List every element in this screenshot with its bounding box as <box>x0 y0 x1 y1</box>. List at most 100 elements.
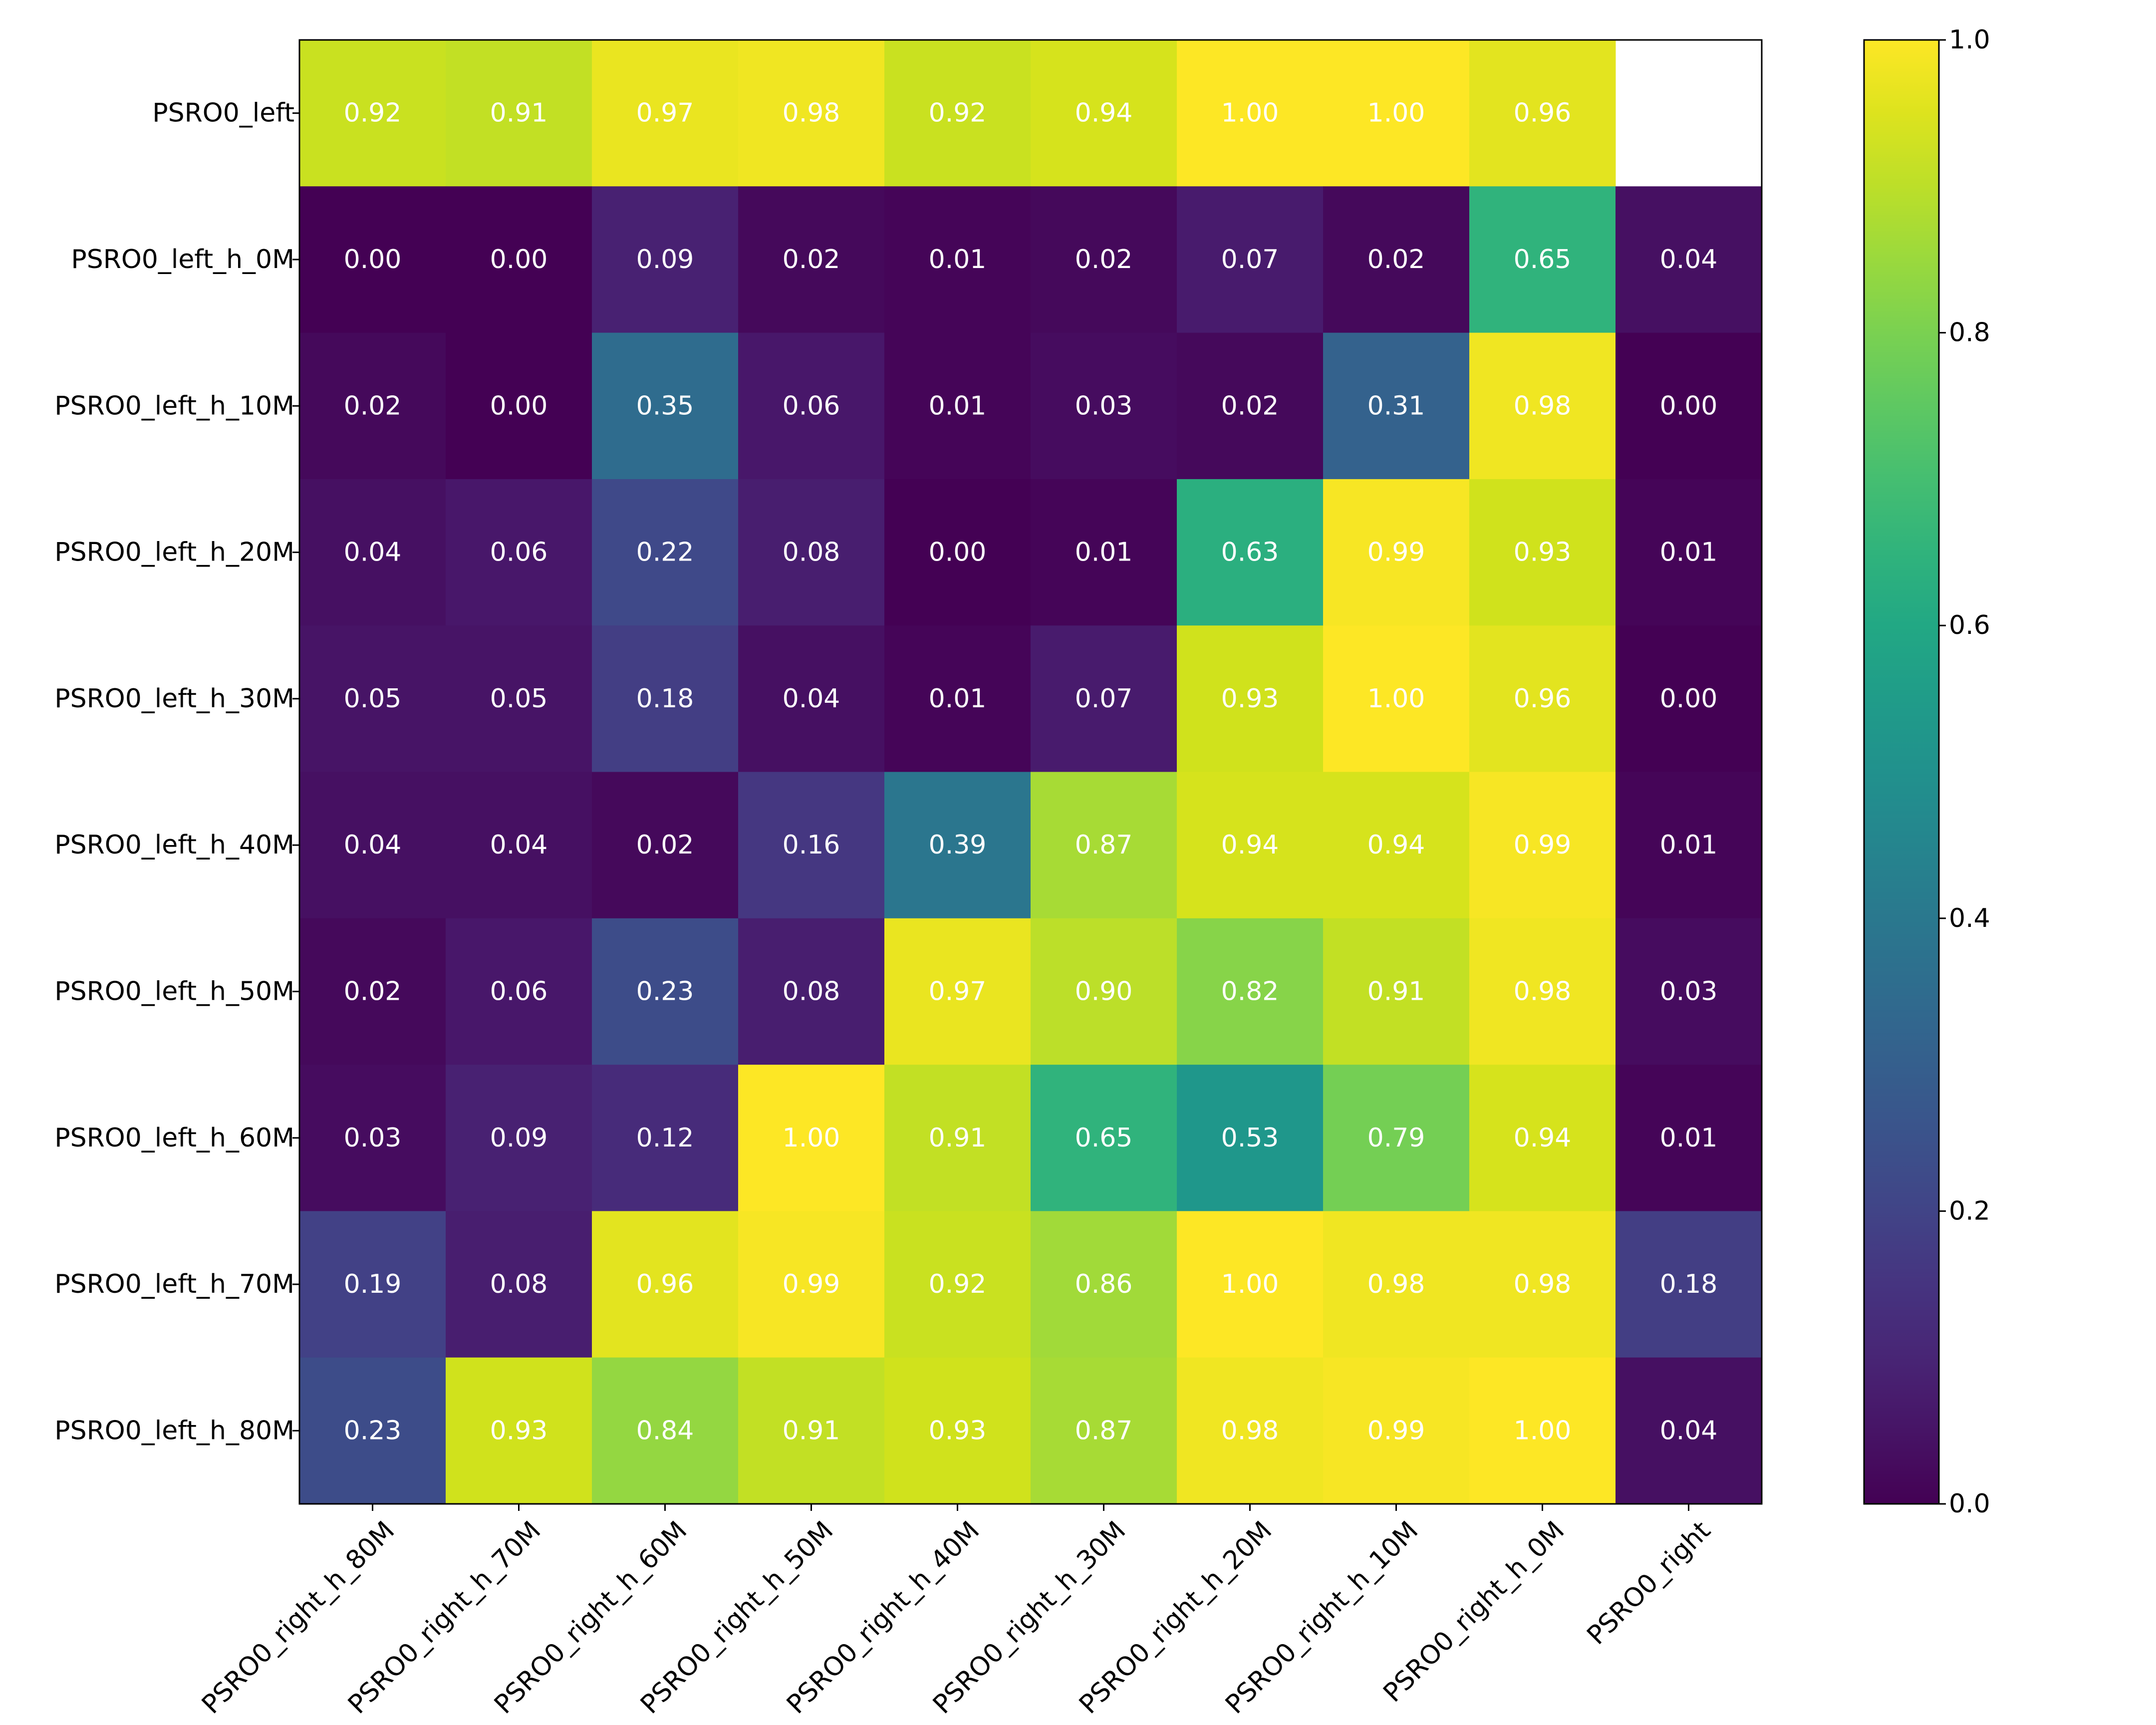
heatmap-cell <box>446 918 592 1065</box>
cell-value-label: 0.02 <box>344 391 402 421</box>
cell-value-label: 0.01 <box>929 391 987 421</box>
heatmap-cell <box>884 1065 1031 1211</box>
cell-value-label: 0.35 <box>636 391 694 421</box>
y-tick-label: PSRO0_left_h_60M <box>54 1123 294 1153</box>
heatmap-cell <box>592 479 739 626</box>
heatmap-cell <box>446 772 592 919</box>
x-tick-label: PSRO0_right <box>1582 1515 1717 1651</box>
heatmap-cell <box>1031 40 1177 187</box>
colorbar-tick-label: 1.0 <box>1949 25 1990 55</box>
cell-value-label: 0.96 <box>1514 684 1572 714</box>
cell-value-label: 0.82 <box>1221 976 1279 1006</box>
heatmap-cell <box>1469 479 1616 626</box>
cell-value-label: 1.00 <box>783 1123 840 1153</box>
heatmap-cells: 0.92 0.91 0.97 0.98 0.92 0.94 1.00 1.00 0.96 0.00… <box>299 40 1762 1504</box>
heatmap-cell <box>1323 1065 1470 1211</box>
cell-value-label: 0.94 <box>1367 830 1425 860</box>
heatmap-cell <box>1469 1065 1616 1211</box>
colorbar-tick-label: 0.4 <box>1949 903 1990 933</box>
heatmap-cell <box>1323 479 1470 626</box>
cell-value-label: 1.00 <box>1514 1416 1572 1445</box>
heatmap-cell <box>1469 1357 1616 1504</box>
cell-value-label: 0.00 <box>344 245 402 275</box>
heatmap-cell <box>299 1357 446 1504</box>
heatmap-cell <box>592 625 739 772</box>
cell-value-label: 0.86 <box>1075 1269 1133 1299</box>
heatmap-cell <box>1323 332 1470 480</box>
cell-value-label: 0.63 <box>1221 538 1279 568</box>
y-tick-label: PSRO0_left_h_80M <box>54 1416 294 1445</box>
cell-value-label: 0.01 <box>929 245 987 275</box>
heatmap-cell <box>738 918 885 1065</box>
heatmap-cell <box>1616 1357 1762 1504</box>
cell-value-label: 0.02 <box>783 245 840 275</box>
cell-value-label: 0.87 <box>1075 830 1133 860</box>
cell-value-label: 0.05 <box>344 684 402 714</box>
heatmap-cell <box>1469 625 1616 772</box>
cell-value-label: 0.02 <box>1221 391 1279 421</box>
y-tick-label: PSRO0_left_h_30M <box>54 684 294 714</box>
cell-value-label: 0.84 <box>636 1416 694 1445</box>
cell-value-label: 0.99 <box>1367 538 1425 568</box>
cell-value-label: 0.09 <box>490 1123 548 1153</box>
cell-value-label: 0.02 <box>1367 245 1425 275</box>
cell-value-label: 0.65 <box>1514 245 1572 275</box>
heatmap-cell <box>1031 625 1177 772</box>
heatmap-cell <box>884 918 1031 1065</box>
cell-value-label: 0.05 <box>490 684 548 714</box>
y-tick-label: PSRO0_left_h_10M <box>54 391 294 421</box>
cell-value-label: 0.19 <box>344 1269 402 1299</box>
heatmap-cell <box>1469 1211 1616 1358</box>
cell-value-label: 0.08 <box>490 1269 548 1299</box>
heatmap-cell <box>738 1357 885 1504</box>
heatmap-cell <box>446 1211 592 1358</box>
heatmap-cell <box>738 479 885 626</box>
heatmap-cell <box>1323 1357 1470 1504</box>
cell-value-label: 0.65 <box>1075 1123 1133 1153</box>
cell-value-label: 0.31 <box>1367 391 1425 421</box>
cell-value-label: 0.93 <box>490 1416 548 1445</box>
cell-value-label: 0.06 <box>490 976 548 1006</box>
cell-value-label: 0.00 <box>1660 684 1718 714</box>
cell-value-label: 0.04 <box>1660 1416 1718 1445</box>
cell-value-label: 0.98 <box>1514 976 1572 1006</box>
cell-value-label: 0.93 <box>1514 538 1572 568</box>
heatmap-cell <box>1177 1211 1324 1358</box>
plot-frame <box>298 39 1763 1505</box>
cell-value-label: 0.94 <box>1075 98 1133 128</box>
heatmap-cell <box>1616 186 1762 333</box>
colorbar-tick-label: 0.2 <box>1949 1196 1990 1226</box>
cell-value-label: 0.39 <box>929 830 987 860</box>
heatmap-cell <box>592 40 739 187</box>
cell-value-label: 0.96 <box>1514 98 1572 128</box>
cell-value-label: 0.94 <box>1514 1123 1572 1153</box>
heatmap-cell <box>1323 625 1470 772</box>
cell-value-label: 0.04 <box>490 830 548 860</box>
cell-value-label: 1.00 <box>1367 98 1425 128</box>
heatmap-cell <box>1177 186 1324 333</box>
heatmap-cell <box>738 772 885 919</box>
cell-value-label: 0.02 <box>636 830 694 860</box>
heatmap-cell <box>446 332 592 480</box>
heatmap-cell <box>1323 772 1470 919</box>
heatmap-cell <box>299 1211 446 1358</box>
heatmap-cell <box>1616 479 1762 626</box>
heatmap-cell <box>592 1357 739 1504</box>
cell-value-label: 0.01 <box>1660 830 1718 860</box>
heatmap-cell <box>1616 332 1762 480</box>
cell-value-label: 0.03 <box>1660 976 1718 1006</box>
heatmap-cell <box>299 918 446 1065</box>
cell-value-label: 0.00 <box>490 245 548 275</box>
cell-value-label: 0.92 <box>344 98 402 128</box>
cell-value-label: 0.01 <box>1660 1123 1718 1153</box>
y-tick-label: PSRO0_left_h_0M <box>71 245 294 275</box>
cell-value-label: 0.93 <box>929 1416 987 1445</box>
cell-value-label: 0.06 <box>783 391 840 421</box>
cell-value-label: 0.18 <box>1660 1269 1718 1299</box>
cell-value-label: 0.99 <box>1514 830 1572 860</box>
heatmap-cell <box>592 918 739 1065</box>
cell-value-label: 0.23 <box>344 1416 402 1445</box>
cell-value-label: 0.12 <box>636 1123 694 1153</box>
heatmap-cell <box>884 40 1031 187</box>
